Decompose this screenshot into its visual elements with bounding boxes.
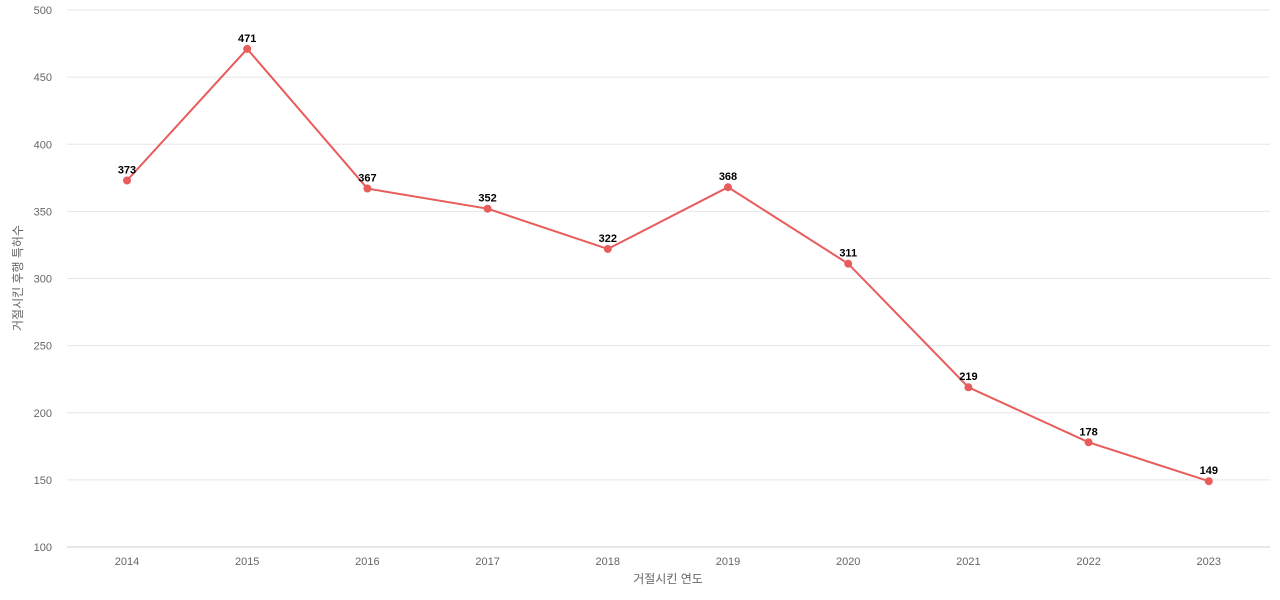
data-point[interactable]	[483, 204, 492, 213]
data-point[interactable]	[724, 183, 732, 192]
y-tick-label: 100	[34, 542, 52, 554]
y-tick-label: 350	[34, 206, 52, 218]
data-labels: 373 471 367 352 322 368 311 219 178 149	[118, 33, 1218, 477]
x-tick-label: 2022	[1076, 556, 1100, 568]
x-tick-label: 2015	[235, 556, 259, 568]
y-axis-title: 거절시킨 후행 특허수	[10, 225, 25, 331]
y-tick-label: 300	[34, 274, 52, 286]
x-tick-label: 2018	[596, 556, 620, 568]
x-tick-label: 2016	[355, 556, 379, 568]
x-tick-label: 2017	[475, 556, 499, 568]
grid	[67, 9, 1270, 548]
data-point[interactable]	[1084, 438, 1093, 447]
y-tick-label: 200	[34, 408, 52, 420]
y-tick-label: 450	[34, 72, 52, 84]
data-point[interactable]	[1204, 477, 1213, 486]
data-point[interactable]	[844, 259, 853, 268]
data-point[interactable]	[363, 184, 372, 193]
x-axis-title: 거절시킨 연도	[633, 572, 703, 586]
data-label: 352	[478, 193, 496, 205]
data-label: 322	[599, 233, 617, 245]
y-tick-label: 500	[34, 5, 52, 17]
x-tick-label: 2014	[115, 556, 139, 568]
data-label: 149	[1200, 465, 1218, 477]
x-tick-label: 2023	[1197, 556, 1221, 568]
y-tick-label: 400	[34, 139, 52, 151]
data-label: 178	[1079, 426, 1097, 438]
data-label: 471	[238, 33, 256, 45]
y-tick-label: 150	[34, 475, 52, 487]
x-tick-label: 2019	[716, 556, 740, 568]
data-point[interactable]	[964, 383, 973, 392]
data-point[interactable]	[123, 176, 131, 185]
data-label: 368	[719, 171, 737, 183]
series-group	[123, 44, 1213, 486]
x-tick-label: 2020	[836, 556, 860, 568]
data-label: 367	[358, 173, 376, 185]
data-label: 219	[959, 371, 977, 383]
x-axis: 2014 2015 2016 2017 2018 2019 2020 2021 2022 2023	[115, 556, 1221, 568]
data-point[interactable]	[243, 44, 252, 53]
data-point[interactable]	[603, 244, 612, 253]
y-axis: 100 150 200 250 300 350 400 450 500	[34, 5, 52, 554]
data-label: 311	[839, 248, 857, 260]
x-tick-label: 2021	[956, 556, 980, 568]
data-label: 373	[118, 164, 136, 176]
y-tick-label: 250	[34, 341, 52, 353]
series-line	[126, 47, 1210, 483]
